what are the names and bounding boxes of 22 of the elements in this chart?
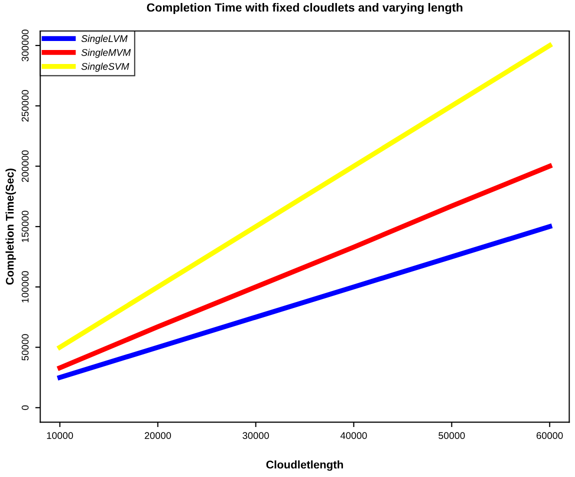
y-tick-label: 200000 bbox=[22, 150, 29, 182]
x-tick-label: 60000 bbox=[536, 432, 563, 440]
y-tick-label: 150000 bbox=[22, 210, 29, 242]
y-tick-label: 300000 bbox=[22, 30, 29, 62]
x-tick-label: 10000 bbox=[47, 432, 73, 440]
legend-label: SingleLVM bbox=[81, 34, 128, 44]
line-series bbox=[57, 43, 552, 350]
x-tick-label: 20000 bbox=[144, 432, 171, 440]
x-tick-label: 50000 bbox=[438, 432, 465, 440]
y-tick-label: 0 bbox=[22, 405, 29, 410]
chart-title: Completion Time with fixed cloudlets and varying length bbox=[146, 3, 462, 14]
x-tick-label: 40000 bbox=[340, 432, 367, 440]
y-tick-label: 100000 bbox=[22, 271, 29, 302]
x-tick-label: 30000 bbox=[242, 432, 269, 440]
line-series bbox=[57, 224, 552, 380]
y-tick-label: 250000 bbox=[22, 90, 29, 122]
x-axis-title: Cloudletlength bbox=[266, 460, 343, 471]
legend-label: SingleSVM bbox=[81, 62, 130, 72]
y-tick-label: 50000 bbox=[22, 334, 29, 360]
y-axis-title: Completion Time(Sec) bbox=[6, 168, 16, 285]
line-series bbox=[57, 164, 552, 370]
legend-label: SingleMVM bbox=[81, 48, 131, 58]
